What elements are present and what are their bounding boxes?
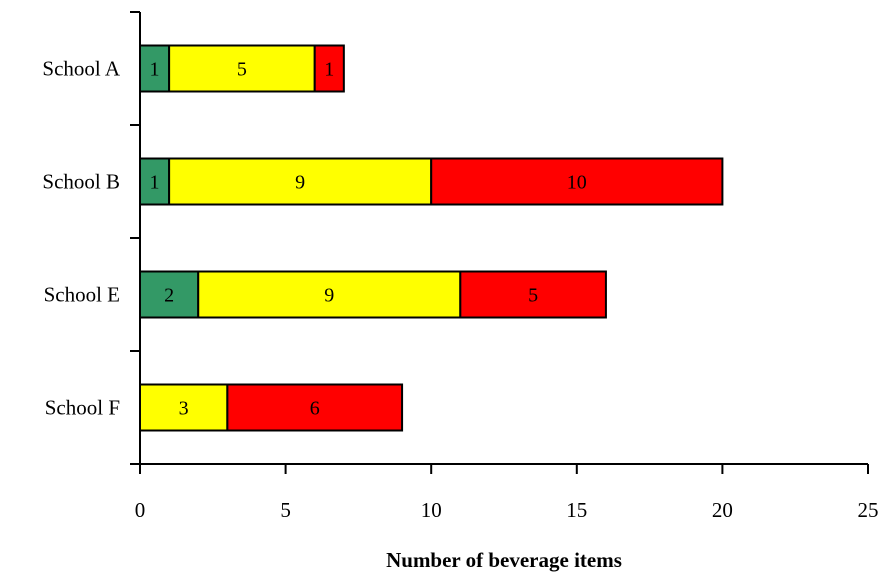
axes-layer [130, 11, 869, 474]
x-tick-label-5: 5 [280, 498, 291, 522]
bar-school-b-segment-2 [168, 157, 433, 206]
x-tick-label-0: 0 [135, 498, 146, 522]
x-axis-title: Number of beverage items [386, 548, 622, 572]
bar-school-f-segment-3 [226, 383, 404, 432]
data-label-school-a-segment-2: 5 [237, 59, 247, 81]
data-label-school-f-segment-2: 3 [179, 398, 189, 420]
data-label-school-b-segment-1: 1 [150, 172, 160, 194]
data-label-school-a-segment-1: 1 [150, 59, 160, 81]
bar-school-a-segment-2 [168, 44, 316, 93]
category-label-school-e: School E [44, 283, 120, 307]
data-label-school-b-segment-3: 10 [567, 172, 587, 194]
data-label-school-e-segment-2: 9 [324, 285, 334, 307]
x-tick-label-25: 25 [858, 498, 879, 522]
category-label-school-a: School A [42, 57, 120, 81]
x-tick-label-20: 20 [712, 498, 733, 522]
data-label-school-b-segment-2: 9 [295, 172, 305, 194]
data-label-school-e-segment-1: 2 [164, 285, 174, 307]
bars-layer [139, 44, 724, 432]
bar-school-e-segment-2 [197, 270, 462, 319]
category-label-school-f: School F [45, 396, 120, 420]
bar-school-a-segment-3 [313, 44, 345, 93]
data-label-school-f-segment-3: 6 [310, 398, 320, 420]
x-tick-label-10: 10 [421, 498, 442, 522]
data-label-school-e-segment-3: 5 [528, 285, 538, 307]
category-label-school-b: School B [42, 170, 120, 194]
data-label-school-a-segment-3: 1 [324, 59, 334, 81]
bar-school-b-segment-3 [430, 157, 724, 206]
x-tick-label-15: 15 [566, 498, 587, 522]
bar-school-e-segment-3 [459, 270, 607, 319]
bar-school-e-segment-1 [139, 270, 200, 319]
